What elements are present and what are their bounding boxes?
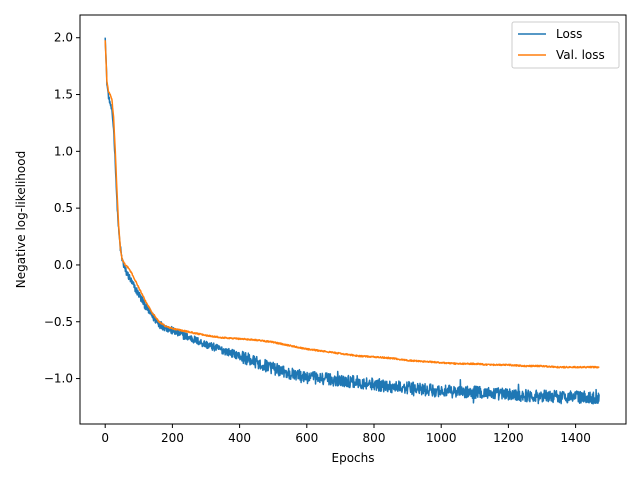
legend-label-val-loss: Val. loss (556, 48, 605, 62)
x-tick-label: 1400 (560, 431, 591, 445)
x-axis-label: Epochs (332, 451, 375, 465)
y-tick-label: −0.5 (44, 315, 73, 329)
y-tick-label: 0.5 (54, 201, 73, 215)
legend-label-loss: Loss (556, 27, 582, 41)
y-tick-label: 1.5 (54, 88, 73, 102)
plot-frame (79, 14, 627, 425)
y-axis-label: Negative log-likelihood (14, 151, 28, 288)
y-tick-label: −1.0 (44, 372, 73, 386)
x-tick-label: 1000 (426, 431, 457, 445)
y-tick-label: 0.0 (54, 258, 73, 272)
legend: Loss Val. loss (511, 21, 620, 69)
x-axis: 0 200 400 600 800 1000 1200 1400 (101, 424, 591, 445)
series-layer (104, 37, 600, 405)
series-line-val-loss (104, 40, 600, 369)
x-tick-label: 1200 (493, 431, 524, 445)
y-axis: −1.0 −0.5 0.0 0.5 1.0 1.5 2.0 (44, 31, 80, 386)
y-tick-label: 1.0 (54, 144, 73, 158)
series-line-loss (104, 37, 600, 405)
x-tick-label: 0 (101, 431, 109, 445)
x-tick-label: 800 (363, 431, 386, 445)
y-tick-label: 2.0 (54, 31, 73, 45)
x-tick-label: 600 (295, 431, 318, 445)
x-tick-label: 400 (228, 431, 251, 445)
x-tick-label: 200 (161, 431, 184, 445)
